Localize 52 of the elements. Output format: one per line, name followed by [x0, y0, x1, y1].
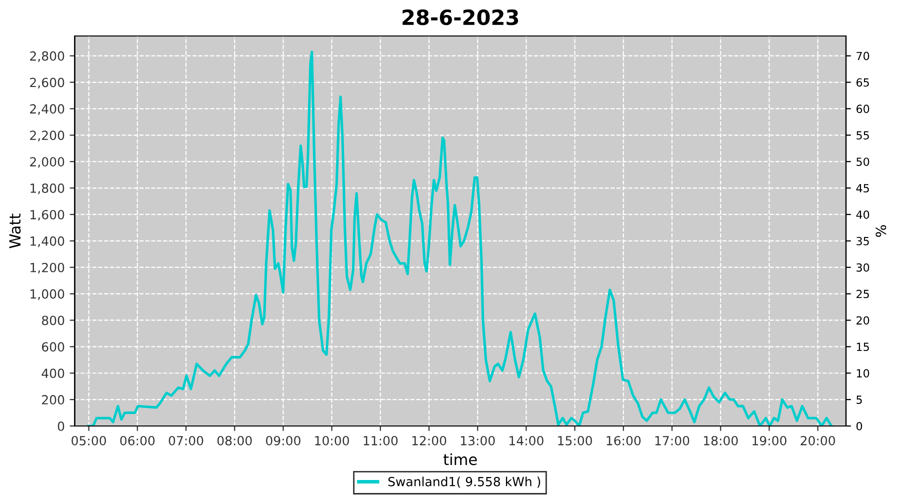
- x-tick-label: 08:00: [217, 436, 252, 446]
- y-tick-label: 2,400: [30, 104, 64, 115]
- legend-label: Swanland1( 9.558 kWh ): [388, 476, 540, 488]
- y-axis-title: Watt: [9, 214, 21, 248]
- x-tick-label: 09:00: [266, 436, 300, 446]
- y-tick-label: 1,800: [30, 184, 64, 194]
- x-tick-label: 18:00: [704, 436, 738, 446]
- y2-tick-label: 70: [856, 52, 870, 60]
- y2-tick-label: 30: [856, 263, 870, 272]
- x-tick-label: 10:00: [315, 436, 349, 446]
- y2-tick-label: 5: [856, 396, 862, 404]
- y2-tick-label: 25: [856, 290, 869, 298]
- y-tick-label: 1,000: [30, 289, 64, 300]
- y-tick-label: 600: [42, 342, 64, 352]
- y2-tick-label: 55: [856, 131, 869, 140]
- x-tick-label: 14:00: [510, 436, 544, 446]
- y-tick-label: 400: [42, 368, 64, 378]
- y-tick-label: 2,800: [30, 51, 64, 62]
- y-tick-label: 2,600: [30, 78, 64, 88]
- y2-tick-label: 35: [856, 236, 869, 246]
- y-tick-label: 1,600: [30, 210, 64, 221]
- y-tick-label: 1,200: [30, 262, 64, 274]
- y2-tick-label: 20: [856, 316, 870, 325]
- line-series: [87, 50, 833, 426]
- y2-tick-label: 60: [856, 104, 870, 114]
- x-axis-title: time: [444, 453, 477, 466]
- y2-tick-label: 40: [856, 210, 870, 219]
- x-tick-label: 13:00: [460, 436, 495, 446]
- y2-tick-label: 45: [856, 184, 869, 192]
- y-tick-label: 200: [42, 395, 64, 404]
- x-tick-label: 05:00: [72, 436, 106, 446]
- x-tick-label: 16:00: [606, 436, 641, 446]
- x-tick-label: 06:00: [120, 436, 155, 446]
- x-tick-label: 11:00: [364, 436, 398, 446]
- x-tick-label: 19:00: [752, 436, 786, 446]
- y-tick-label: 800: [42, 316, 64, 326]
- y2-tick-label: 10: [856, 369, 870, 378]
- x-tick-label: 15:00: [558, 436, 592, 446]
- y-tick-label: 0: [58, 421, 64, 431]
- y-tick-label: 1,400: [30, 236, 64, 248]
- x-tick-label: 20:00: [800, 436, 835, 446]
- y-tick-label: 2,200: [30, 130, 64, 142]
- y2-tick-label: 65: [856, 78, 869, 87]
- y2-tick-label: 15: [856, 342, 869, 352]
- x-tick-label: 17:00: [655, 436, 690, 446]
- y2-axis-title: %: [876, 225, 886, 237]
- y2-tick-label: 0: [856, 422, 862, 430]
- y2-tick-label: 50: [856, 158, 870, 166]
- chart-title: 28-6-2023: [402, 9, 518, 26]
- x-tick-label: 07:00: [168, 436, 204, 446]
- x-tick-label: 12:00: [412, 436, 446, 446]
- y-tick-label: 2,000: [30, 157, 64, 168]
